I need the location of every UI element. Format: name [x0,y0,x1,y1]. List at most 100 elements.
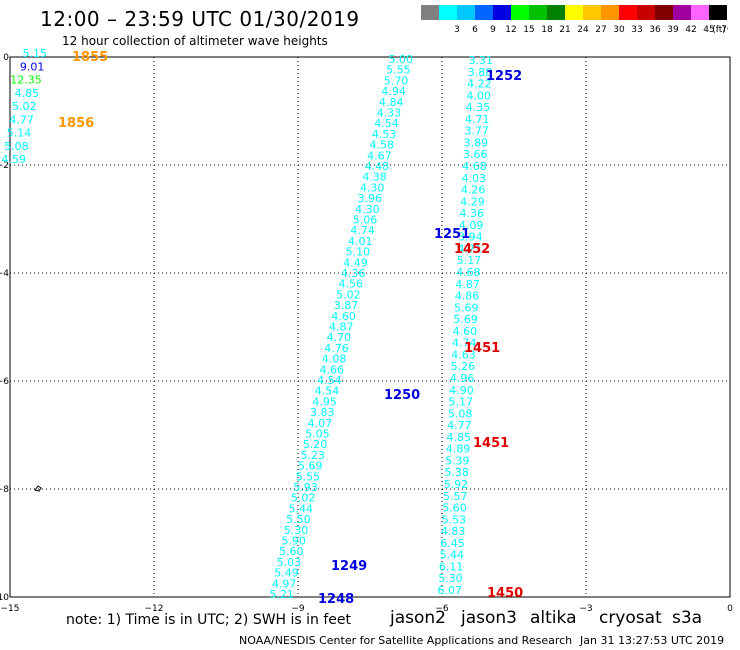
wave-height-value: 4.74 [452,337,477,350]
wave-height-value: 5.53 [442,513,467,526]
wave-height-value: 4.00 [466,89,491,102]
x-tick-label: 0 [727,604,733,614]
wave-height-value: 5.55 [386,64,411,77]
wave-height-value: 5.60 [442,502,467,515]
x-tick-label: −15 [1,604,20,614]
wave-height-value: 5.26 [451,360,476,373]
wave-height-value: 4.38 [362,171,387,184]
legend-label: 15 [523,25,534,35]
legend-swatch [475,5,493,20]
wave-height-value: 12.35 [10,74,42,87]
wave-height-value: 4.60 [331,310,356,323]
wave-height-value: 4.74 [350,224,375,237]
wave-height-value: 4.26 [461,184,486,197]
wave-height-value: 4.96 [450,372,475,385]
wave-height-value: 4.35 [466,101,491,114]
wave-height-value: 4.33 [377,107,402,120]
legend-label: 9 [490,25,496,35]
pass-time-label: 1452 [454,242,490,257]
map-title: 12:00 – 23:59 UTC 01/30/2019 [40,7,360,31]
wave-height-value: 4.54 [315,385,340,398]
wave-height-value: 5.10 [346,246,371,259]
wave-height-value: 5.02 [336,288,361,301]
wave-height-value: 4.70 [327,331,352,344]
satellite-s3a-label: s3a [672,608,703,628]
wave-height-value: 4.85 [446,431,471,444]
wave-height-value: 4.87 [455,278,480,291]
wave-height-value: 5.38 [444,466,469,479]
wave-height-value: 5.15 [23,47,48,60]
map-frame [9,56,731,598]
pass-time-label: 1250 [384,388,420,403]
legend-swatch [493,5,511,20]
legend-label: 12 [505,25,516,35]
satellite-altika-label: altika [530,608,577,628]
wave-height-value: 4.63 [451,348,476,361]
legend-swatch [421,5,439,20]
footer-timestamp: Jan 31 13:27:53 UTC 2019 [580,634,725,647]
wave-height-value: 5.17 [449,396,474,409]
wave-height-value: 5.17 [457,254,482,267]
wave-height-value: 3.89 [464,136,489,149]
wave-height-value: 5.02 [12,100,37,113]
wave-height-value: 3.88 [468,66,493,79]
legend-swatch [565,5,583,20]
wave-height-value: 9.01 [20,60,45,73]
wave-height-value: 5.50 [286,513,311,526]
wave-height-value: 4.07 [308,417,333,430]
pass-time-label: 1450 [487,586,523,601]
pass-time-label: 1251 [434,227,470,242]
y-tick-label: −6 [0,377,9,387]
wave-height-value: 5.02 [291,492,316,505]
wave-height-value: 5.44 [440,549,465,562]
wave-height-value: 4.95 [312,395,337,408]
wave-height-value: 4.87 [329,321,354,334]
x-tick-label: −6 [435,604,449,614]
x-tick-label: −3 [579,604,592,614]
wave-height-value: 4.90 [449,384,474,397]
wave-height-value: 5.44 [289,502,314,515]
pass-time-label: 1252 [486,69,522,84]
wave-height-value: 5.90 [281,535,306,548]
wave-height-value: 5.03 [277,556,302,569]
wave-height-value: 5.60 [279,545,304,558]
wave-height-value: 4.01 [348,235,373,248]
wave-height-value: 4.68 [462,160,487,173]
legend-swatch [637,5,655,20]
pass-time-label: 1855 [72,50,108,65]
footnote: note: 1) Time is in UTC; 2) SWH is in fe… [66,612,352,628]
legend-swatch [691,5,709,20]
wave-height-value: 4.59 [2,153,27,166]
wave-height-value: 3.94 [458,231,483,244]
wave-height-value: 3.66 [463,148,488,161]
wave-height-value: 4.85 [15,87,40,100]
wave-height-value: 4.53 [372,128,397,141]
legend-label: 36 [649,25,661,35]
wave-height-value: 5.39 [445,454,470,467]
wave-height-value: 4.86 [455,290,480,303]
wave-height-value: 5.30 [438,572,463,585]
legend-unit: (ft) [712,25,726,35]
wave-height-value: 4.03 [462,172,487,185]
wave-height-value: 4.97 [272,577,297,590]
wave-height-value: 6.07 [438,584,463,597]
legend-swatch [529,5,547,20]
wave-height-value: 4.08 [322,353,347,366]
satellite-cryosat-label: cryosat [599,608,662,628]
wave-height-value: 3.31 [469,54,494,67]
legend-label: 42 [685,25,696,35]
wave-height-value: 4.29 [460,195,485,208]
wave-height-value: 4.89 [446,443,471,456]
wave-height-value: 5.93 [293,481,318,494]
wave-height-value: 3.77 [464,125,489,138]
wave-height-value: 5.06 [353,214,378,227]
wave-height-value: 3.87 [334,299,359,312]
legend-swatch [583,5,601,20]
wave-height-value: 6.45 [440,537,465,550]
x-tick-label: −9 [291,604,305,614]
wave-height-value: 5.69 [298,460,323,473]
y-tick-label: −8 [0,485,9,495]
y-tick-label: −2 [0,161,9,171]
wave-height-value: 4.94 [381,85,406,98]
